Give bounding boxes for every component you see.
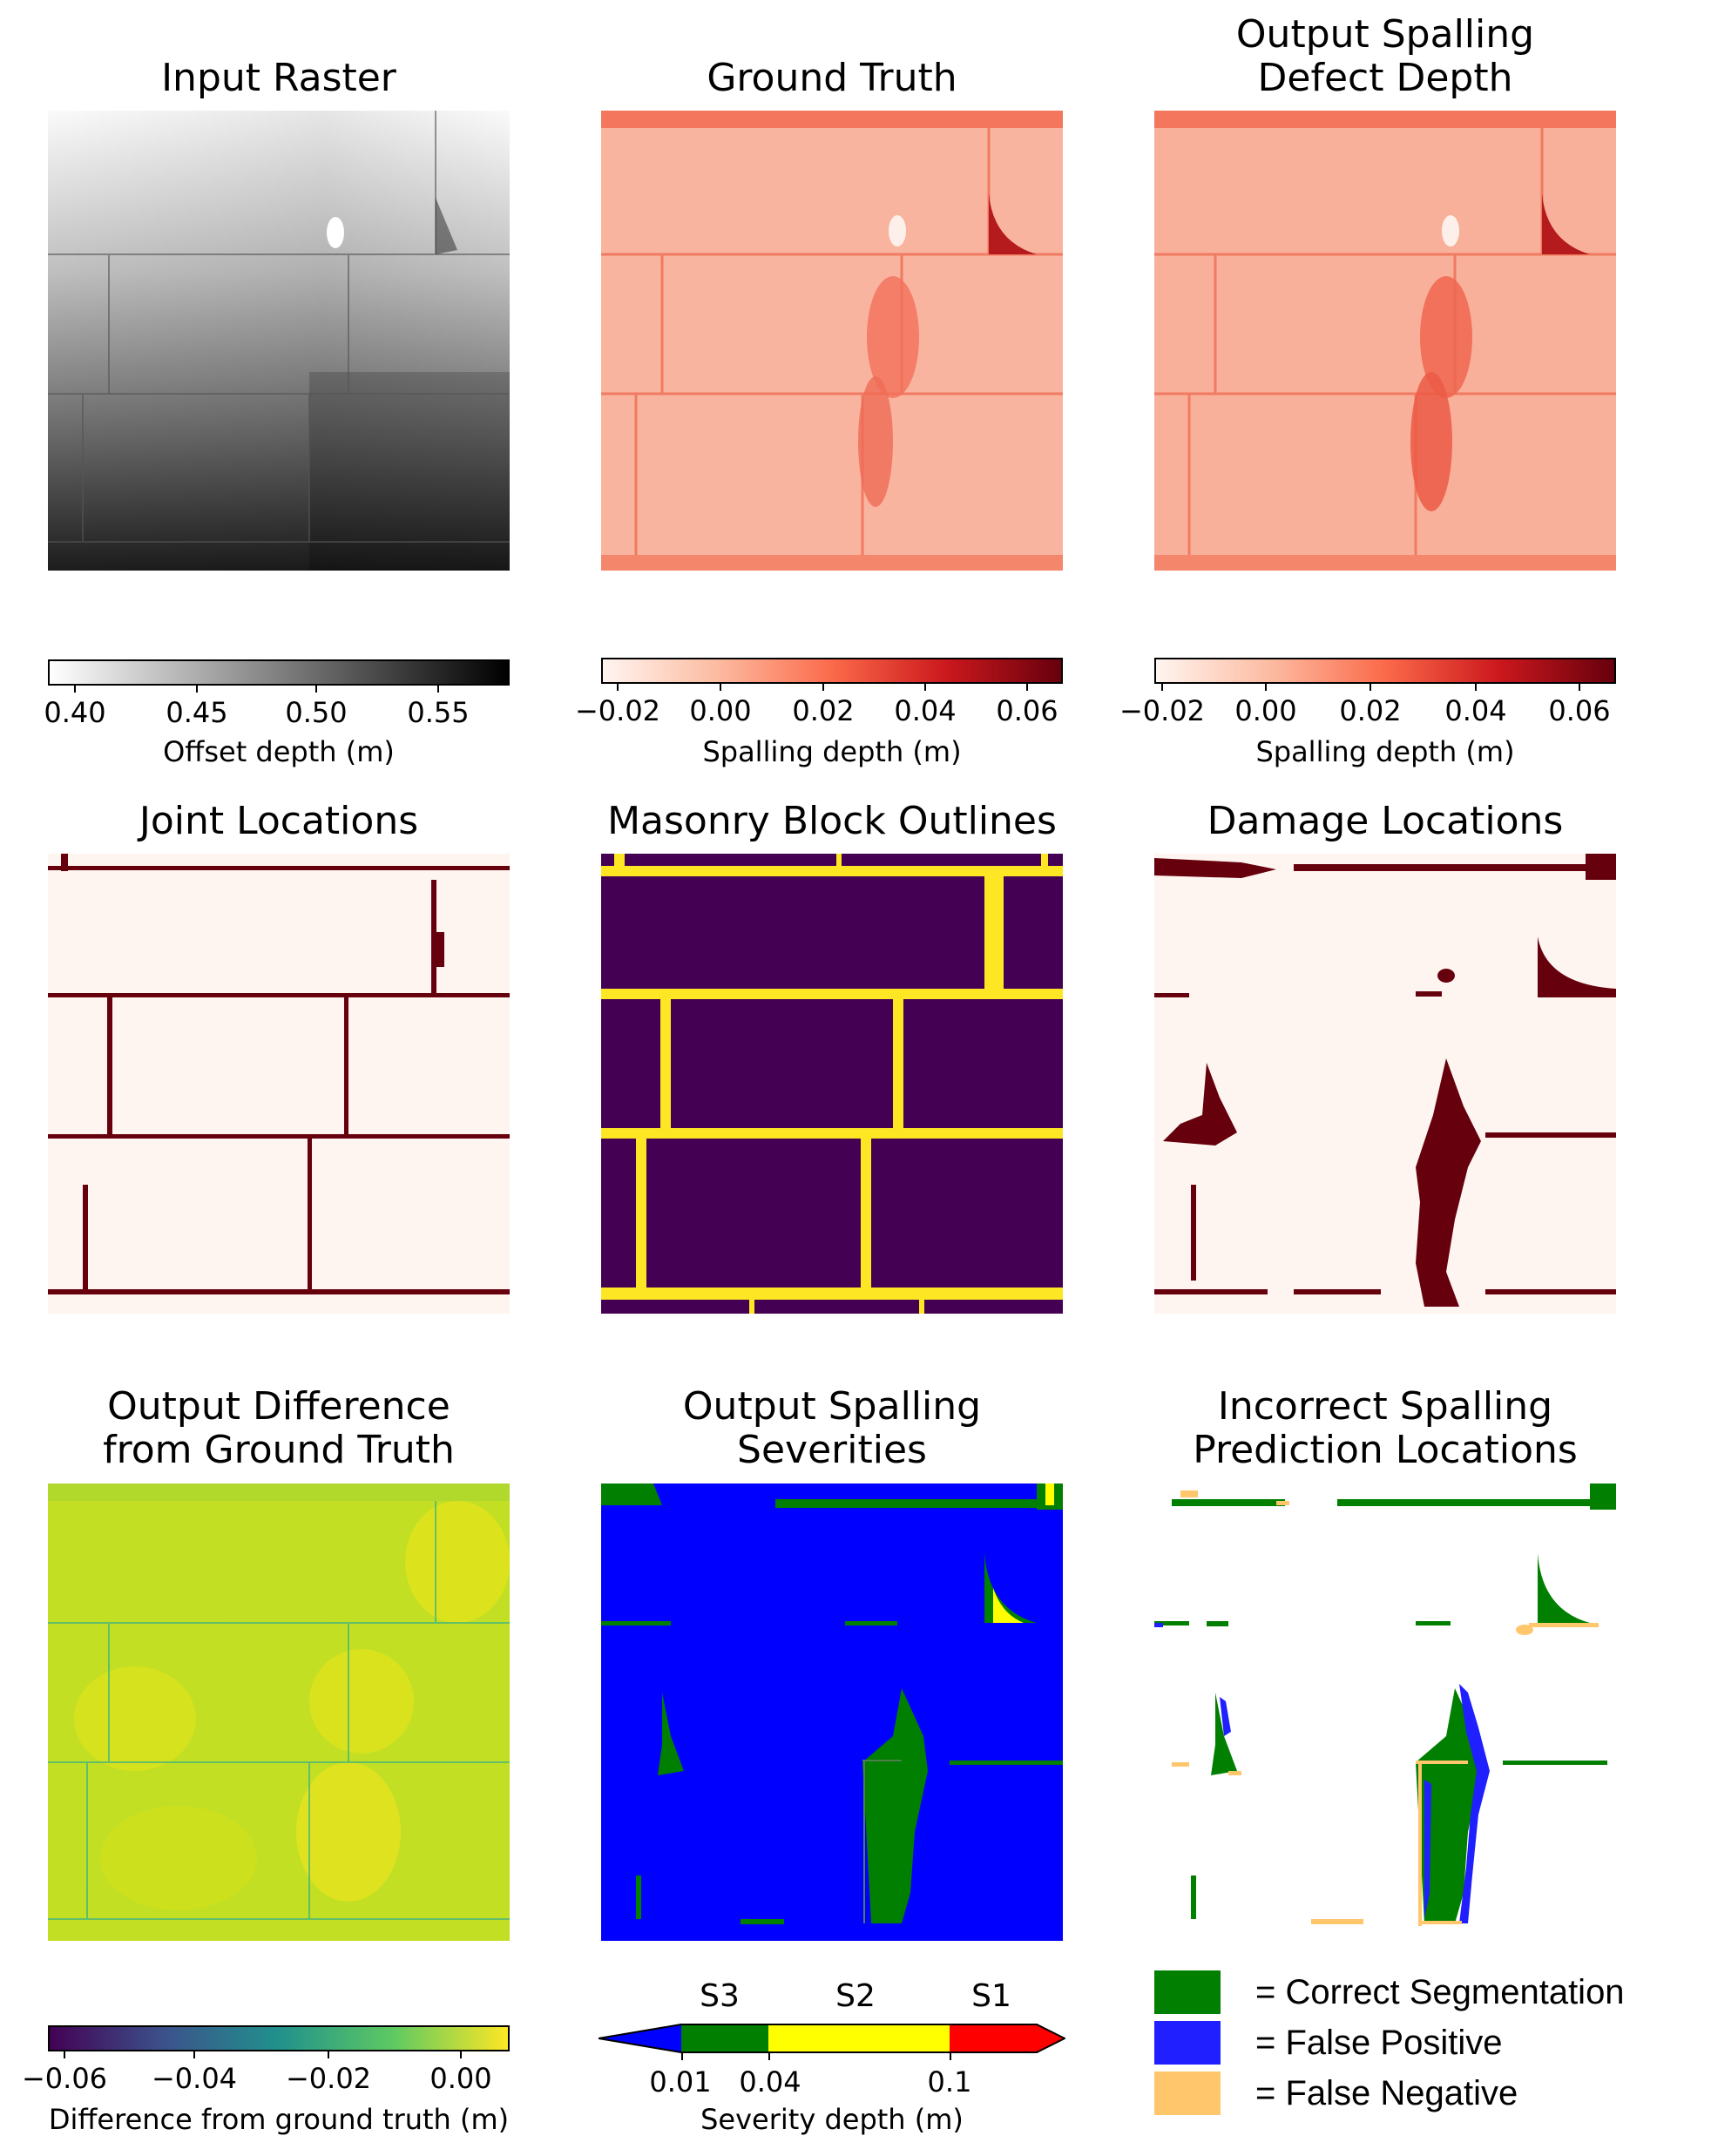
block-outlines-image [601,854,1063,1314]
colorbar-tick-label: −0.02 [285,2062,372,2095]
colorbar-tick-label: 0.00 [429,2062,492,2095]
colorbar-tick [1026,682,1028,691]
colorbar-tick [1161,682,1163,691]
colorbar-tick-label: −0.02 [1119,694,1206,727]
colorbar-tick-label: 0.00 [1234,694,1297,727]
legend-item-false-negative: = False Negative [1154,2072,1518,2115]
panel-title: Output Spalling Severities [682,1384,982,1472]
output-difference-image [48,1484,510,1941]
incorrect-locations-image [1154,1484,1616,1941]
colorbar-tick-label: 0.06 [1548,694,1611,727]
colorbar-tick [924,682,926,691]
panel-title: Output Difference from Ground Truth [103,1384,455,1472]
ground-truth-colorbar [601,658,1063,684]
colorbar-tick-label: 0.1 [927,2065,972,2099]
colorbar-tick [681,2051,683,2060]
colorbar-tick-label: 0.50 [285,696,348,729]
panel-title: Damage Locations [1207,799,1564,843]
output-depth-image [1154,111,1616,571]
panel-title: Masonry Block Outlines [607,799,1057,843]
panel-title: Joint Locations [139,799,419,843]
legend-label: = False Positive [1255,2023,1503,2062]
colorbar-label: Spalling depth (m) [702,735,962,768]
colorbar-label: Severity depth (m) [700,2103,964,2136]
colorbar-tick [950,2051,951,2060]
colorbar-tick-label: 0.02 [792,694,855,727]
colorbar-tick [822,682,824,691]
severity-label-s1: S1 [971,1978,1011,2014]
colorbar-tick [768,2051,770,2060]
severity-label-s3: S3 [700,1978,740,2014]
colorbar-tick [193,2050,195,2058]
damage-locations-image [1154,854,1616,1314]
panel-title: Input Raster [161,56,396,100]
colorbar-tick-label: 0.04 [894,694,957,727]
output-depth-colorbar [1154,658,1616,684]
severity-colorbar [598,2024,1067,2053]
colorbar-tick [720,682,721,691]
colorbar-tick [196,684,198,693]
panel-title: Incorrect Spalling Prediction Locations [1193,1384,1578,1472]
colorbar-tick-label: −0.04 [151,2062,238,2095]
colorbar-tick-label: 0.04 [1444,694,1507,727]
colorbar-label: Offset depth (m) [163,735,395,768]
colorbar-tick [1369,682,1371,691]
colorbar-tick-label: −0.02 [574,694,661,727]
colorbar-tick [64,2050,65,2058]
input-raster-image [48,111,510,571]
colorbar-label: Spalling depth (m) [1255,735,1515,768]
colorbar-tick [74,684,76,693]
colorbar-tick-label: 0.45 [166,696,228,729]
panel-title: Output Spalling Defect Depth [1235,12,1535,100]
legend-swatch-false-positive [1154,2021,1221,2065]
colorbar-tick-label: 0.00 [689,694,752,727]
colorbar-tick-label: 0.02 [1339,694,1402,727]
legend-item-correct: = Correct Segmentation [1154,1970,1625,2014]
input-raster-colorbar [48,659,510,686]
colorbar-tick [617,682,619,691]
severity-label-s2: S2 [835,1978,876,2014]
ground-truth-image [601,111,1063,571]
colorbar-tick [460,2050,462,2058]
colorbar-tick-label: 0.40 [44,696,106,729]
colorbar-tick [328,2050,329,2058]
legend-label: = Correct Segmentation [1255,1972,1625,2011]
colorbar-tick-label: 0.55 [407,696,470,729]
colorbar-tick [315,684,317,693]
output-severities-image [601,1484,1063,1941]
colorbar-tick-label: 0.06 [996,694,1058,727]
legend-swatch-false-negative [1154,2072,1221,2115]
joint-locations-image [48,854,510,1314]
panel-title: Ground Truth [707,56,957,100]
legend-swatch-correct [1154,1970,1221,2014]
legend-item-false-positive: = False Positive [1154,2021,1502,2065]
colorbar-tick-label: 0.01 [649,2065,712,2099]
colorbar-label: Difference from ground truth (m) [48,2103,510,2136]
colorbar-tick-label: −0.06 [21,2062,108,2095]
output-difference-colorbar [48,2025,510,2051]
colorbar-tick-label: 0.04 [739,2065,801,2099]
colorbar-tick [1265,682,1267,691]
colorbar-tick [1475,682,1477,691]
legend-label: = False Negative [1255,2073,1518,2112]
colorbar-tick [437,684,439,693]
colorbar-tick [1579,682,1580,691]
